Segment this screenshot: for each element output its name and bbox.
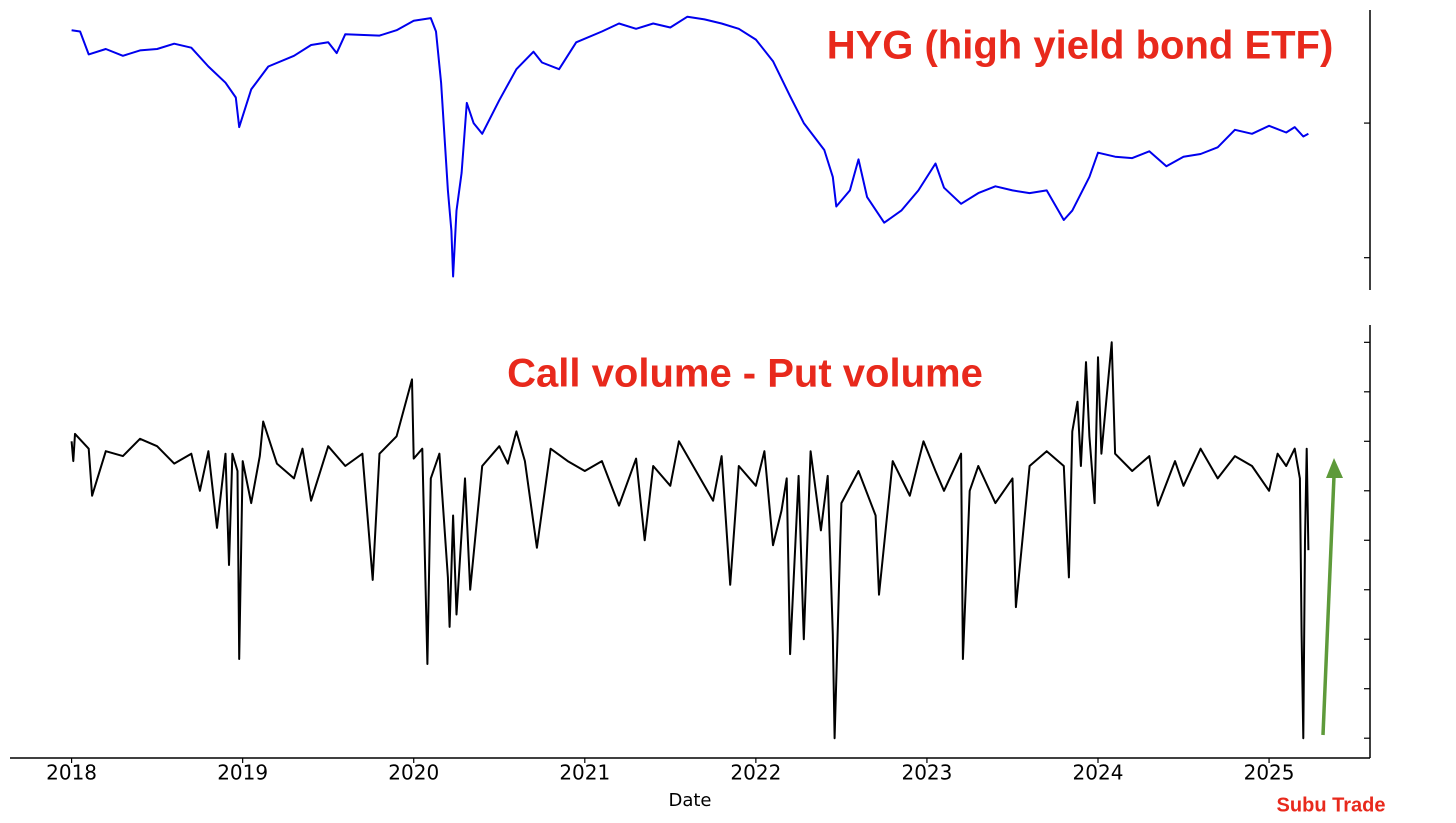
watermark: Subu Trade [1277, 794, 1386, 816]
x-axis-label: Date [668, 790, 711, 811]
x-tick-label: 2021 [559, 761, 610, 785]
arrow-head [1326, 458, 1343, 478]
arrow-shaft [1321, 475, 1336, 736]
bottom-title: Call volume - Put volume [507, 352, 983, 396]
x-tick-label: 2020 [388, 761, 439, 785]
green-arrow [1321, 458, 1343, 736]
x-tick-label: 2022 [730, 761, 781, 785]
x-tick-label: 2019 [217, 761, 268, 785]
data-line [70, 341, 1310, 740]
x-tick-label: 2025 [1244, 761, 1295, 785]
x-tick-label: 2018 [46, 761, 97, 785]
top-title: HYG (high yield bond ETF) [827, 24, 1334, 68]
x-tick-label: 2024 [1073, 761, 1124, 785]
x-tick-label: 2023 [901, 761, 952, 785]
data-line [71, 15, 1309, 278]
